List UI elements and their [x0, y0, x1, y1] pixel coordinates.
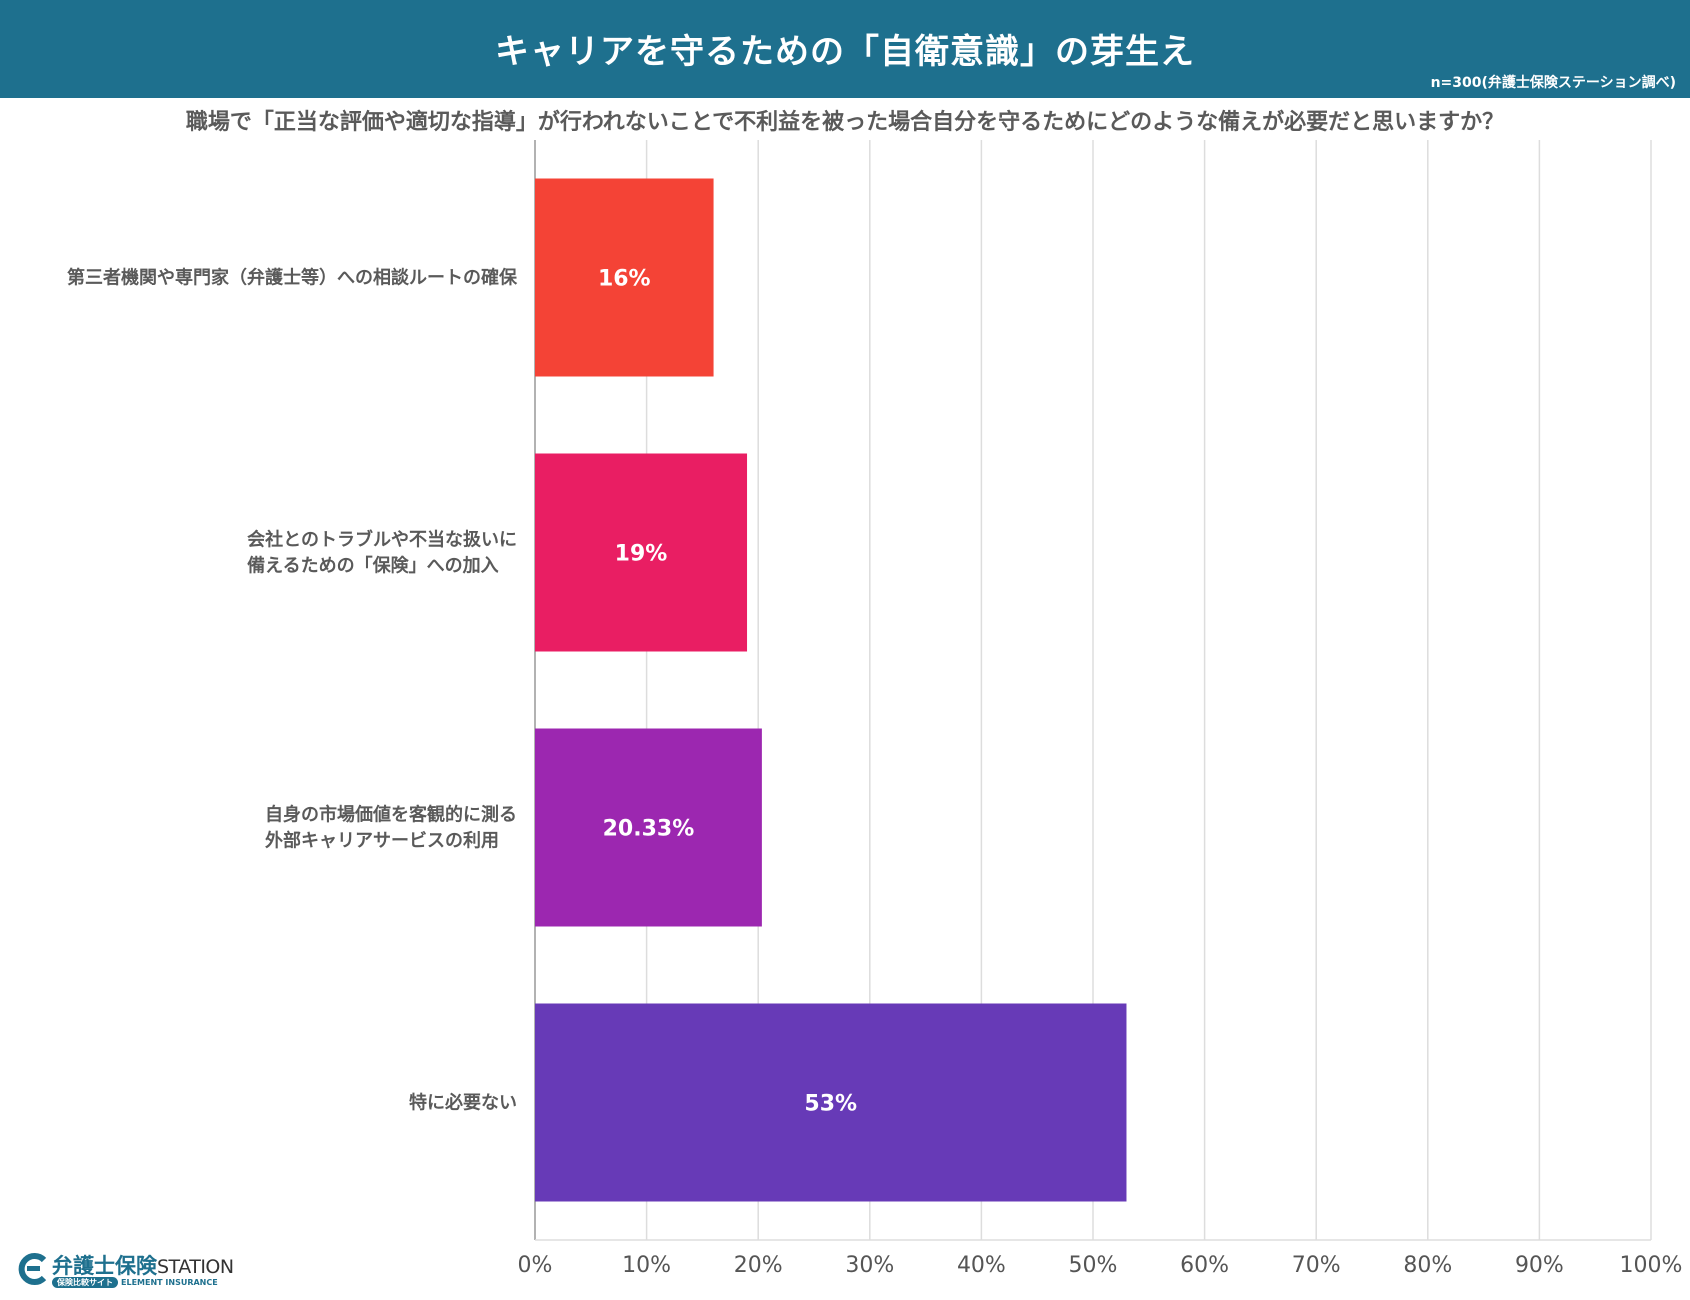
x-tick-label: 30% [845, 1253, 894, 1278]
x-tick-label: 70% [1292, 1253, 1341, 1278]
x-tick-label: 20% [734, 1253, 783, 1278]
brand-name: 弁護士保険STATION [52, 1250, 234, 1280]
category-label: 特に必要ない [409, 1092, 517, 1114]
brand-logo: 弁護士保険STATION 保険比較サイト ELEMENT INSURANCE [18, 1250, 238, 1290]
x-tick-label: 0% [518, 1253, 553, 1278]
category-label: 会社とのトラブルや不当な扱いに備えるための「保険」への加入 [247, 529, 517, 577]
x-tick-label: 100% [1620, 1253, 1683, 1278]
bar [535, 1003, 1127, 1202]
category-label-line: 自身の市場価値を客観的に測る [265, 804, 517, 826]
x-tick-label: 80% [1403, 1253, 1452, 1278]
x-tick-label: 50% [1069, 1253, 1118, 1278]
bar-value-label: 53% [804, 1092, 857, 1117]
chart-title: キャリアを守るための「自衛意識」の芽生え [495, 32, 1195, 72]
category-label-line: 第三者機関や専門家（弁護士等）への相談ルートの確保 [67, 267, 518, 289]
survey-question: 職場で「正当な評価や適切な指導」が行われないことで不利益を被った場合自分を守るた… [185, 110, 1505, 135]
category-label-line: 特に必要ない [409, 1092, 517, 1114]
category-label: 自身の市場価値を客観的に測る外部キャリアサービスの利用 [265, 804, 517, 852]
bar [535, 728, 762, 927]
x-tick-label: 60% [1180, 1253, 1229, 1278]
x-tick-label: 40% [957, 1253, 1006, 1278]
brand-name-jp: 弁護士保険 [52, 1254, 157, 1278]
brand-subtitle: 保険比較サイト ELEMENT INSURANCE [52, 1277, 218, 1288]
x-tick-label: 10% [622, 1253, 671, 1278]
category-label-line: 備えるための「保険」への加入 [247, 555, 498, 577]
category-label-line: 会社とのトラブルや不当な扱いに [247, 529, 517, 551]
bar-value-label: 20.33% [603, 817, 695, 842]
bar [535, 453, 748, 652]
brand-name-en: STATION [157, 1256, 234, 1278]
bar-value-label: 19% [615, 542, 668, 567]
bar [535, 178, 714, 377]
category-label-line: 外部キャリアサービスの利用 [265, 830, 499, 852]
brand-tag: 保険比較サイト [52, 1277, 118, 1288]
x-tick-label: 90% [1515, 1253, 1564, 1278]
bar-value-label: 16% [598, 267, 651, 292]
brand-mark-icon [18, 1253, 47, 1285]
category-label: 第三者機関や専門家（弁護士等）への相談ルートの確保 [67, 267, 518, 289]
sample-note: n=300(弁護士保険ステーション調べ) [1430, 75, 1676, 91]
chart-header: キャリアを守るための「自衛意識」の芽生え n=300(弁護士保険ステーション調べ… [0, 0, 1690, 98]
brand-company: ELEMENT INSURANCE [121, 1278, 218, 1287]
